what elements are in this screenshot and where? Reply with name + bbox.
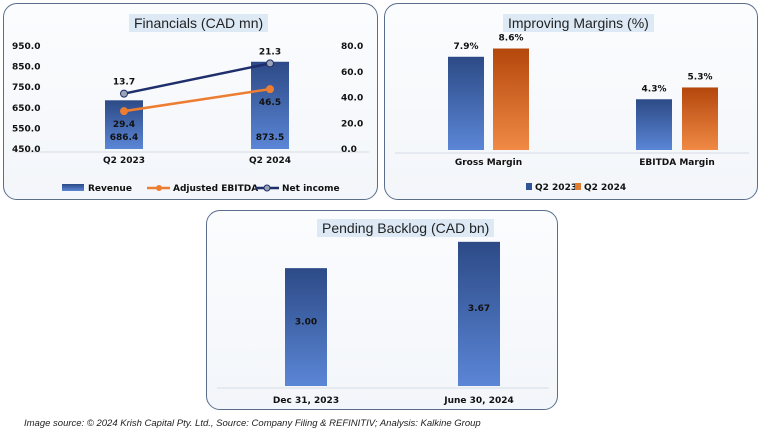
adjusted-ebitda-point [120,107,128,116]
legend-q2-2024: Q2 2024 [584,183,626,193]
adjusted-ebitda-label: 29.4 [113,120,135,130]
legend-ebitda: Adjusted EBITDA [173,184,258,194]
net-income-point [266,59,274,68]
financials-chart: 450.0 550.0 650.0 750.0 850.0 950.0 0.0 20.0 40.… [12,42,369,194]
margin-bar [636,99,672,150]
y-right-tick: 80.0 [341,42,363,52]
legend-q2-2024-swatch [575,183,581,190]
y-left-tick: 650.0 [12,104,40,114]
legend-ebitda-marker [156,185,162,191]
revenue-label: 873.5 [256,133,284,143]
legend-netincome: Net income [282,184,340,194]
y-right-tick: 40.0 [341,94,363,104]
x-tick: Q2 2023 [103,156,145,166]
backlog-bar [458,241,500,386]
revenue-label: 686.4 [110,133,138,143]
margin-label: 4.3% [642,84,667,94]
x-tick: Q2 2024 [249,156,291,166]
y-right-tick: 0.0 [341,145,357,155]
backlog-panel: Pending Backlog (CAD bn) 3.00 3.67 Dec 31,… [206,210,558,410]
y-left-tick: 750.0 [12,83,40,93]
x-tick: EBITDA Margin [639,158,714,168]
x-tick: June 30, 2024 [443,396,514,406]
financials-panel: Financials (CAD mn) 450.0 550.0 650.0 750.0… [3,3,378,200]
financials-title: Financials (CAD mn) [129,14,269,32]
margin-label: 5.3% [688,72,713,82]
net-income-label: 13.7 [113,78,135,88]
y-right-tick: 20.0 [341,119,363,129]
net-income-line [123,62,271,95]
margins-panel: Improving Margins (%) 7.9% 4.3% 8.6% 5.3% Gr… [384,3,758,200]
legend-revenue-swatch [62,184,84,191]
net-income-point [120,89,128,98]
backlog-label: 3.00 [295,318,317,328]
margin-label: 7.9% [454,42,479,52]
backlog-chart: 3.00 3.67 Dec 31, 2023 June 30, 2024 [217,241,549,406]
margins-title: Improving Margins (%) [503,14,654,32]
adjusted-ebitda-label: 46.5 [259,98,281,108]
image-source-footer: Image source: © 2024 Krish Capital Pty. … [24,418,481,429]
y-right-tick: 60.0 [341,68,363,78]
legend-netincome-marker [263,184,271,192]
net-income-label: 21.3 [259,47,281,57]
margin-bar [493,48,529,150]
margins-chart: 7.9% 4.3% 8.6% 5.3% Gross Margin EBITDA Margi… [395,34,749,193]
margin-bar [448,56,484,150]
adjusted-ebitda-point [266,85,274,94]
adjusted-ebitda-line [123,87,271,113]
legend-revenue: Revenue [88,184,132,194]
legend-q2-2023-swatch [526,183,532,190]
x-tick: Gross Margin [455,158,522,168]
y-left-tick: 550.0 [12,124,40,134]
margin-label: 8.6% [499,34,524,44]
legend-q2-2023: Q2 2023 [535,183,577,193]
backlog-label: 3.67 [468,304,490,314]
y-left-tick: 850.0 [12,63,40,73]
y-left-tick: 450.0 [12,145,40,155]
backlog-bar [285,268,327,386]
backlog-title: Pending Backlog (CAD bn) [317,219,495,237]
y-left-tick: 950.0 [12,42,40,52]
margin-bar [682,87,718,150]
x-tick: Dec 31, 2023 [273,396,339,406]
revenue-bar [251,61,289,149]
